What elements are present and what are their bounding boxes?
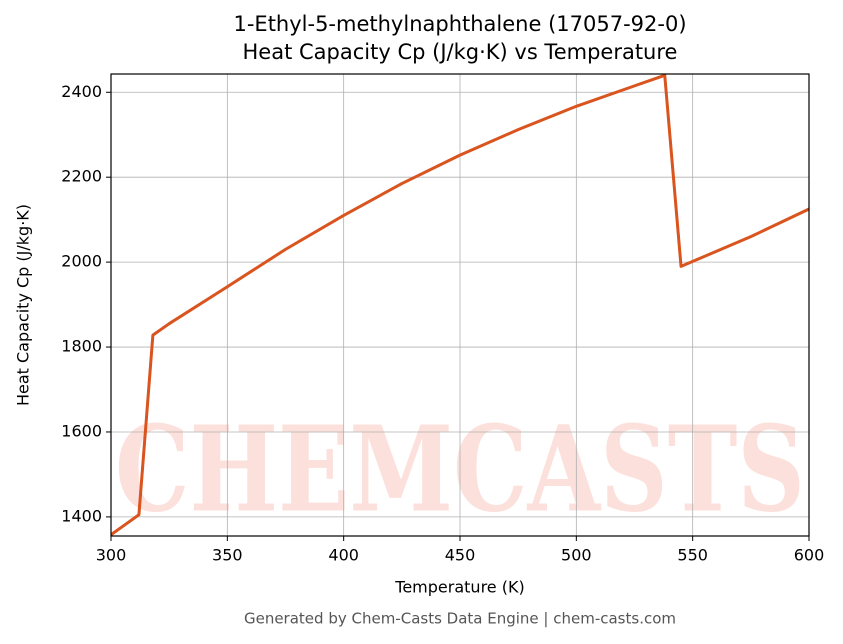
data-line — [111, 74, 809, 536]
y-axis-label: Heat Capacity Cp (J/kg·K) — [14, 204, 33, 406]
chart-title: 1-Ethyl-5-methylnaphthalene (17057-92-0) — [233, 12, 686, 36]
x-tick-label: 450 — [445, 546, 476, 565]
y-tick-label: 2400 — [61, 82, 102, 101]
plot-frame — [110, 73, 810, 537]
x-tick-label: 350 — [212, 546, 243, 565]
x-tick-label: 600 — [794, 546, 825, 565]
y-tick-label: 1800 — [61, 337, 102, 356]
y-tick-label: 2200 — [61, 167, 102, 186]
footer: Generated by Chem-Casts Data Engine | ch… — [244, 610, 676, 628]
y-tick-label: 2000 — [61, 252, 102, 271]
x-tick-label: 550 — [677, 546, 708, 565]
x-tick-label: 400 — [328, 546, 359, 565]
y-tick-label: 1600 — [61, 421, 102, 440]
chart-subtitle: Heat Capacity Cp (J/kg·K) vs Temperature — [243, 40, 678, 64]
x-axis-label: Temperature (K) — [394, 578, 524, 597]
y-tick-label: 1400 — [61, 506, 102, 525]
x-tick-label: 300 — [96, 546, 127, 565]
x-tick-label: 500 — [561, 546, 592, 565]
